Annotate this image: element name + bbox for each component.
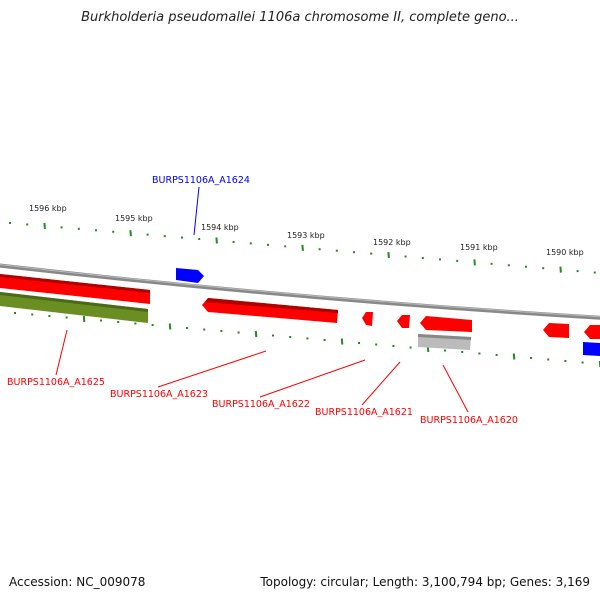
gene-shade: [418, 334, 471, 340]
gene-shade: [0, 274, 150, 293]
gene-label-a1623[interactable]: BURPS1106A_A1623: [110, 389, 208, 400]
gene-reverse[interactable]: [543, 323, 569, 338]
scale-label: 1596 kbp: [29, 204, 67, 213]
accession-text: Accession: NC_009078: [9, 575, 146, 589]
gene-label-a1625[interactable]: BURPS1106A_A1625: [7, 377, 105, 388]
major-tick: [512, 353, 516, 360]
major-tick: [473, 259, 476, 266]
chromosome-backbone: [0, 263, 600, 320]
scale-labels: 1596 kbp 1595 kbp 1594 kbp 1593 kbp 1592…: [29, 204, 584, 257]
gene-a1620-reverse[interactable]: [420, 316, 472, 332]
leader-line: [259, 359, 366, 398]
major-tick: [215, 237, 218, 244]
scale-ticks: [9, 222, 600, 368]
major-tick: [168, 323, 172, 330]
gene-a1624-forward[interactable]: [176, 268, 204, 283]
gene-forward[interactable]: [583, 342, 600, 356]
gene-rna[interactable]: [0, 292, 148, 323]
gene-label-a1621[interactable]: BURPS1106A_A1621: [315, 407, 413, 418]
gene-label-a1620[interactable]: BURPS1106A_A1620: [420, 415, 518, 426]
gene-shade: [0, 292, 148, 312]
leader-line: [442, 364, 469, 413]
scale-label: 1592 kbp: [373, 238, 411, 247]
major-tick: [82, 315, 86, 323]
leader-line: [193, 186, 200, 236]
gene-label-a1624[interactable]: BURPS1106A_A1624: [152, 175, 250, 186]
scale-label: 1594 kbp: [201, 223, 239, 232]
scale-label: 1590 kbp: [546, 248, 584, 257]
scale-label: 1593 kbp: [287, 231, 325, 240]
major-tick: [301, 244, 304, 251]
gene-label-a1622[interactable]: BURPS1106A_A1622: [212, 399, 310, 410]
leader-line: [55, 329, 68, 376]
leader-line: [361, 361, 401, 406]
scale-label: 1595 kbp: [115, 214, 153, 223]
gene-a1621-reverse[interactable]: [397, 315, 410, 328]
gene-a1625-reverse[interactable]: [0, 274, 150, 304]
scale-label: 1591 kbp: [460, 243, 498, 252]
major-tick: [340, 338, 344, 345]
gene-shade: [205, 298, 338, 313]
major-tick: [129, 230, 132, 237]
map-title: Burkholderia pseudomallei 1106a chromoso…: [81, 10, 519, 25]
backbone-highlight: [0, 264, 600, 318]
major-tick: [387, 251, 390, 259]
major-tick: [43, 222, 46, 229]
genome-summary: Topology: circular; Length: 3,100,794 bp…: [260, 575, 590, 589]
major-tick: [559, 266, 562, 273]
gene-reverse[interactable]: [584, 325, 600, 339]
leader-line: [157, 350, 267, 388]
gene-a1622-reverse[interactable]: [362, 312, 373, 326]
